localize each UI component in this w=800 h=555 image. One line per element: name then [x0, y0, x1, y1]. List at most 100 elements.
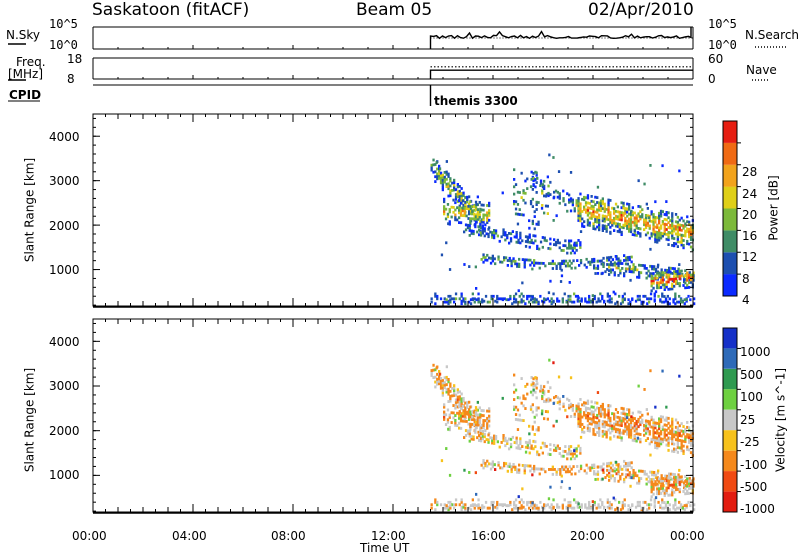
- power-cell: [526, 238, 529, 241]
- velocity-cell: [650, 487, 653, 491]
- power-cell: [438, 174, 441, 178]
- velocity-cell: [664, 504, 668, 508]
- velocity-cell: [594, 433, 597, 437]
- velocity-cell: [488, 419, 491, 423]
- power-cell: [672, 300, 675, 304]
- velocity-cell: [671, 483, 674, 487]
- power-cell: [503, 258, 506, 262]
- power-cell: [451, 181, 454, 185]
- velocity-cell: [601, 420, 604, 423]
- power-cell: [642, 300, 645, 304]
- power-cell: [663, 213, 666, 216]
- power-cell: [556, 297, 559, 301]
- velocity-cell: [590, 400, 593, 404]
- power-cell: [608, 273, 611, 276]
- power-cell: [480, 258, 483, 261]
- velocity-cell: [533, 469, 536, 473]
- power-cell: [546, 204, 549, 208]
- velocity-cell: [536, 450, 539, 454]
- velocity-cell: [556, 503, 559, 507]
- velocity-cell: [508, 447, 511, 451]
- velocity-cell: [514, 498, 518, 502]
- power-cell: [464, 196, 467, 199]
- velocity-cell: [458, 412, 461, 415]
- power-cell: [507, 298, 510, 302]
- velocity-cell: [635, 427, 638, 431]
- velocity-cell: [596, 406, 599, 410]
- power-cell: [597, 297, 600, 301]
- velocity-cell: [684, 430, 687, 434]
- power-cell: [517, 238, 520, 242]
- velocity-cell: [449, 384, 452, 388]
- velocity-colorbar-swatch: [723, 450, 737, 472]
- power-cell: [483, 227, 486, 230]
- power-cell: [673, 275, 676, 278]
- velocity-cell: [673, 478, 676, 481]
- velocity-cell: [601, 503, 604, 507]
- power-cell: [478, 228, 481, 232]
- power-cell: [480, 220, 483, 224]
- velocity-cell: [573, 412, 576, 416]
- power-cell: [674, 282, 678, 286]
- power-cell: [583, 195, 586, 199]
- power-cell: [553, 243, 556, 246]
- velocity-cell: [579, 417, 582, 421]
- velocity-cell: [656, 439, 659, 442]
- velocity-cell: [556, 396, 559, 400]
- velocity-cell: [579, 435, 583, 439]
- velocity-cell: [456, 398, 459, 402]
- velocity-cell: [535, 396, 538, 400]
- power-cell: [604, 270, 607, 274]
- power-cell: [618, 215, 621, 219]
- velocity-cell: [673, 483, 676, 487]
- power-cell: [448, 208, 451, 211]
- velocity-cell: [491, 436, 494, 440]
- vel-cbar-tick-m100: -100: [740, 458, 768, 472]
- velocity-cell: [541, 394, 544, 398]
- velocity-cell: [499, 503, 503, 507]
- power-cell: [547, 184, 550, 188]
- velocity-cell: [551, 465, 554, 469]
- velocity-cell: [451, 394, 454, 398]
- velocity-cell: [441, 388, 444, 392]
- power-cell: [652, 279, 655, 283]
- power-cell: [657, 263, 660, 267]
- velocity-cell: [452, 411, 455, 415]
- xtick-2400: 00:00: [670, 529, 705, 543]
- power-cell: [629, 215, 633, 219]
- velocity-cell: [609, 431, 612, 435]
- power-cell: [469, 298, 473, 302]
- velocity-cell: [438, 379, 441, 383]
- velocity-cell: [553, 396, 556, 400]
- power-cell: [650, 284, 653, 288]
- power-cell: [560, 274, 564, 278]
- power-cell: [636, 294, 639, 298]
- velocity-cell: [434, 385, 437, 389]
- power-cell: [629, 213, 633, 216]
- velocity-cell: [648, 425, 651, 429]
- power-cell: [632, 270, 635, 274]
- velocity-cell: [577, 502, 580, 506]
- power-cell: [570, 261, 573, 265]
- velocity-cell: [478, 406, 481, 410]
- velocity-cell: [601, 422, 604, 426]
- velocity-cell: [603, 415, 606, 419]
- power-cell: [577, 197, 580, 200]
- power-cell: [601, 262, 605, 266]
- power-cell: [608, 300, 611, 304]
- velocity-cell: [676, 450, 679, 454]
- velocity-cell: [449, 506, 452, 510]
- power-cell: [569, 244, 573, 248]
- power-cell: [494, 299, 497, 303]
- velocity-cell: [654, 446, 657, 449]
- power-cell: [545, 239, 548, 243]
- power-cell: [541, 236, 544, 239]
- velocity-cell: [524, 445, 528, 449]
- velocity-cell: [684, 480, 687, 483]
- power-cell: [449, 184, 452, 188]
- power-cell: [619, 259, 622, 263]
- power-cell: [541, 185, 545, 189]
- power-cell: [629, 230, 633, 234]
- velocity-cell: [541, 451, 544, 455]
- velocity-cell: [654, 438, 657, 442]
